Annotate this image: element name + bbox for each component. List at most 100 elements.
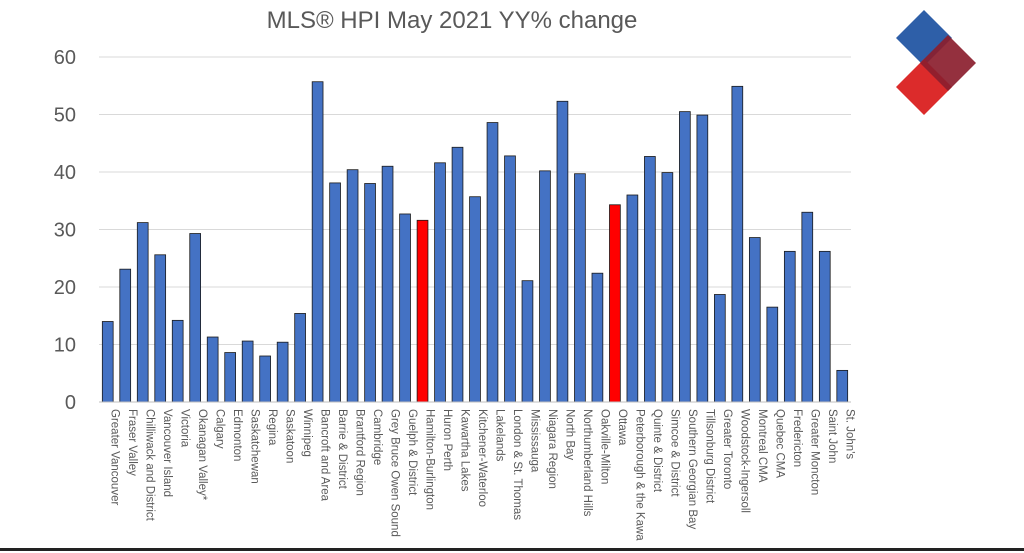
bar-cambridge: [364, 183, 376, 403]
x-tick-label: Hamilton-Burlington: [424, 409, 436, 510]
x-tick-label: Niagara Region: [546, 409, 558, 489]
bar-vancouver-island: [154, 254, 167, 403]
x-tick-label: Cambridge: [371, 409, 383, 465]
bar-quebec-cma: [766, 306, 779, 403]
bar-oakville-milton: [591, 272, 604, 403]
y-tick-label: 20: [54, 277, 76, 299]
x-tick-label: Edmonton: [231, 409, 243, 461]
bar-tillsonburg-district: [696, 114, 709, 403]
x-tick-label: Guelph & District: [406, 409, 418, 496]
bar-mississauga: [521, 280, 534, 403]
x-tick-label: Quinte & District: [651, 409, 663, 493]
bar-fredericton: [783, 250, 796, 403]
bar-southern-georgian-bay: [679, 111, 691, 403]
y-tick-label: 50: [54, 105, 76, 127]
x-tick-label: Northumberland Hills: [581, 409, 593, 517]
y-axis-tick-labels: 0 10 20 30 40 50 60: [54, 47, 76, 414]
x-tick-label: Peterborough & the Kawa: [633, 409, 645, 541]
x-tick-label: Fraser Valley: [126, 409, 138, 476]
y-tick-label: 0: [65, 392, 76, 414]
x-tick-label: Grey Bruce Owen Sound: [389, 409, 401, 537]
x-tick-label: Greater Vancouver: [109, 409, 121, 505]
bar-calgary: [206, 336, 219, 403]
bar-northumberland-hills: [574, 173, 586, 403]
x-tick-label: Kitchener-Waterloo: [476, 409, 488, 507]
x-tick-label: Greater Moncton: [808, 409, 820, 495]
bottom-divider: [0, 548, 1024, 551]
x-tick-label: Mississauga: [528, 409, 540, 473]
bar-north-bay: [556, 100, 569, 403]
y-tick-label: 40: [54, 162, 76, 184]
bar-fraser-valley: [119, 268, 132, 403]
bar-hamilton-burlington: [416, 219, 429, 403]
bar-woodstock-ingersoll: [731, 85, 744, 403]
x-tick-label: Greater Toronto: [721, 409, 733, 489]
bar-okanagan-valley: [189, 233, 201, 403]
bar-ottawa: [609, 204, 621, 403]
x-tick-label: Woodstock-Ingersoll: [738, 409, 750, 513]
x-tick-label: Bancroft and Area: [319, 409, 331, 502]
bar-winnipeg: [294, 313, 306, 403]
bar-brantford-region: [346, 169, 359, 403]
x-tick-label: Calgary: [214, 409, 226, 449]
x-tick-label: Huron Perth: [441, 409, 453, 471]
bar-edmonton: [224, 352, 236, 403]
x-tick-label: Oakville-Milton: [598, 409, 610, 484]
x-tick-label: Saskatoon: [284, 409, 296, 463]
bar-kawartha-lakes: [451, 146, 464, 403]
x-tick-label: Victoria: [179, 409, 191, 448]
x-tick-label: Saint John: [826, 409, 838, 463]
bar-quinte-district: [644, 156, 656, 403]
bar-chilliwack-and-district: [136, 222, 149, 403]
x-tick-label: Fredericton: [791, 409, 803, 467]
y-tick-label: 30: [54, 220, 76, 242]
bar-greater-moncton: [801, 211, 814, 403]
x-tick-label: North Bay: [563, 409, 575, 460]
x-tick-label: Winnipeg: [301, 409, 313, 457]
bar-simcoe-district: [661, 172, 674, 403]
bar-saskatoon: [276, 341, 289, 403]
x-tick-label: Barrie & District: [336, 409, 348, 490]
bar-montreal-cma: [748, 237, 761, 403]
x-axis-tick-labels: Greater Vancouver Fraser Valley Chilliwack…: [109, 409, 856, 541]
x-tick-label: Lakelands: [493, 409, 505, 462]
x-tick-label: Okanagan Valley*: [196, 409, 208, 501]
x-tick-label: Vancouver Island: [161, 409, 173, 497]
x-tick-label: Regina: [266, 409, 278, 446]
x-tick-label: Brantford Region: [354, 409, 366, 496]
bar-bancroft-and-area: [311, 81, 324, 403]
x-tick-label: Ottawa: [616, 409, 628, 446]
chart-title: MLS® HPI May 2021 YY% change: [267, 7, 638, 34]
bar-victoria: [171, 319, 184, 403]
x-tick-label: Chilliwack and District: [144, 409, 156, 522]
logo-icon: [896, 10, 976, 115]
bar-lakelands: [486, 122, 499, 403]
bar-kitchener-waterloo: [469, 196, 481, 403]
x-tick-label: St. John's: [843, 409, 855, 459]
x-tick-label: Quebec CMA: [773, 409, 785, 478]
bar-st-john-s: [836, 369, 849, 403]
y-tick-label: 60: [54, 47, 76, 69]
bar-saskatchewan: [241, 340, 254, 403]
x-tick-label: London & St. Thomas: [511, 409, 523, 520]
x-tick-label: Southern Georgian Bay: [686, 409, 698, 529]
x-tick-label: Saskatchewan: [249, 409, 261, 484]
x-tick-label: Montreal CMA: [756, 409, 768, 483]
bars: [101, 81, 849, 403]
bar-huron-perth: [434, 162, 446, 403]
bar-peterborough-the-kawarthas: [626, 194, 639, 403]
bar-regina: [259, 355, 271, 403]
x-tick-label: Simcoe & District: [668, 409, 680, 497]
bar-greater-vancouver: [101, 321, 114, 403]
bar-grey-bruce-owen-sound: [381, 165, 394, 403]
bar-guelph-district: [399, 213, 411, 403]
bar-saint-john: [818, 250, 831, 403]
y-tick-label: 10: [54, 335, 76, 357]
bar-london-st-thomas: [504, 155, 516, 403]
bar-niagara-region: [539, 170, 551, 403]
x-tick-label: Kawartha Lakes: [459, 409, 471, 492]
x-tick-label: Tillsonburg District: [703, 409, 715, 504]
bar-barrie-district: [329, 182, 341, 403]
